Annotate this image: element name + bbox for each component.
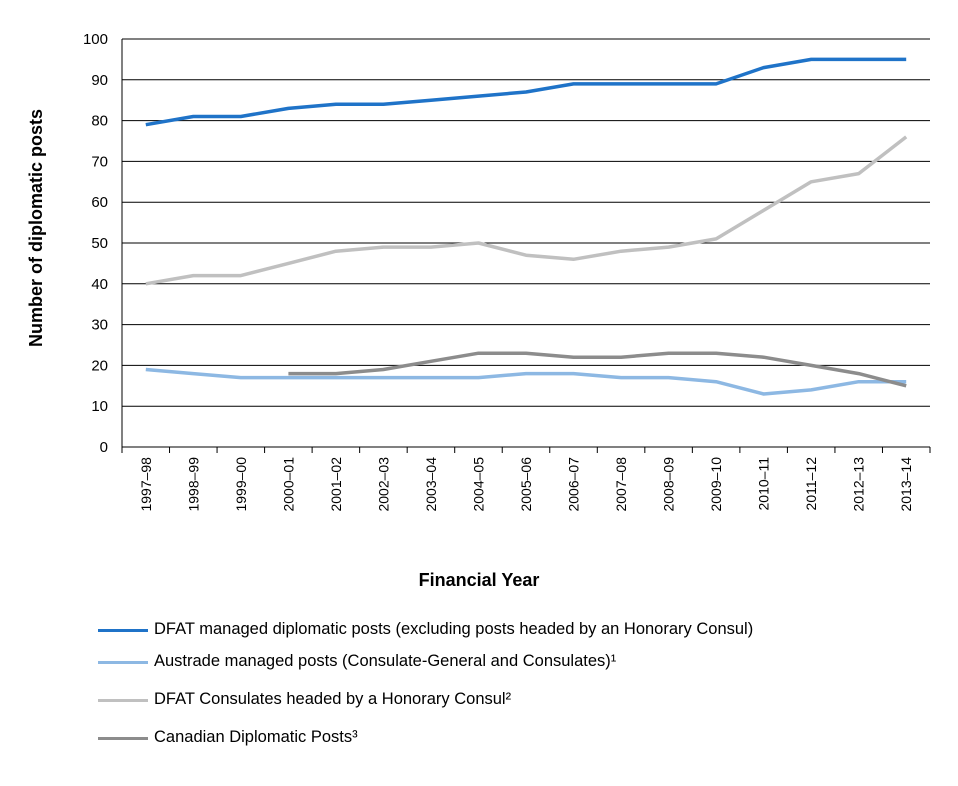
axes xyxy=(121,39,931,453)
x-tick-label: 2011–12 xyxy=(803,457,819,511)
y-tick-label: 50 xyxy=(91,235,108,252)
y-tick-label: 10 xyxy=(91,398,108,415)
y-tick-label: 60 xyxy=(91,194,108,211)
legend-swatch xyxy=(98,699,148,702)
y-tick-label: 0 xyxy=(100,439,108,456)
x-tick-label: 2005–06 xyxy=(518,457,534,512)
y-tick-label: 70 xyxy=(91,153,108,170)
legend: DFAT managed diplomatic posts (excluding… xyxy=(98,620,798,766)
x-tick-label: 1999–00 xyxy=(233,457,249,512)
series-line-1 xyxy=(145,367,907,396)
x-tick-label: 2002–03 xyxy=(375,457,391,512)
y-tick-label: 90 xyxy=(91,72,108,89)
legend-label: Canadian Diplomatic Posts³ xyxy=(154,728,358,746)
x-tick-label: 2004–05 xyxy=(470,457,486,512)
legend-item-dfat-managed: DFAT managed diplomatic posts (excluding… xyxy=(98,620,798,658)
x-tick-label: 2001–02 xyxy=(328,457,344,512)
y-tick-label: 40 xyxy=(91,276,108,293)
y-tick-label: 80 xyxy=(91,113,108,130)
x-tick-labels: 1997–98 1998–99 1999–00 2000–01 2001–02 2002–… xyxy=(138,457,914,512)
y-tick-labels: 0 10 20 30 40 50 60 70 80 90 100 xyxy=(83,31,108,456)
legend-label: DFAT managed diplomatic posts (excluding… xyxy=(154,620,754,638)
legend-swatch xyxy=(98,629,148,632)
x-tick-label: 1997–98 xyxy=(138,457,154,512)
x-tick-label: 2012–13 xyxy=(851,457,867,512)
series-line-2 xyxy=(145,135,908,286)
x-tick-label: 2007–08 xyxy=(613,457,629,512)
y-tick-label: 20 xyxy=(91,357,108,374)
x-tick-label: 2008–09 xyxy=(661,457,677,512)
legend-swatch xyxy=(98,661,148,664)
legend-item-austrade: Austrade managed posts (Consulate-Genera… xyxy=(98,652,798,690)
series-lines xyxy=(145,57,908,396)
y-tick-label: 100 xyxy=(83,31,108,48)
legend-swatch xyxy=(98,737,148,740)
x-tick-label: 2013–14 xyxy=(898,457,914,512)
series-line-0 xyxy=(145,57,907,127)
y-axis-title: Number of diplomatic posts xyxy=(26,109,46,347)
legend-label: DFAT Consulates headed by a Honorary Con… xyxy=(154,690,512,708)
x-tick-label: 2006–07 xyxy=(566,457,582,512)
x-axis-title: Financial Year xyxy=(418,570,540,590)
x-tick-label: 1998–99 xyxy=(185,457,201,512)
legend-item-dfat-honorary: DFAT Consulates headed by a Honorary Con… xyxy=(98,690,798,728)
gridlines xyxy=(122,38,930,407)
series-line-3 xyxy=(288,351,907,388)
y-tick-label: 30 xyxy=(91,317,108,334)
x-tick-label: 2009–10 xyxy=(708,457,724,512)
legend-label: Austrade managed posts (Consulate-Genera… xyxy=(154,652,617,670)
x-tick-label: 2003–04 xyxy=(423,457,439,512)
legend-item-canadian: Canadian Diplomatic Posts³ xyxy=(98,728,798,766)
x-tick-label: 2000–01 xyxy=(280,457,296,512)
x-tick-label: 2010–11 xyxy=(756,457,772,511)
